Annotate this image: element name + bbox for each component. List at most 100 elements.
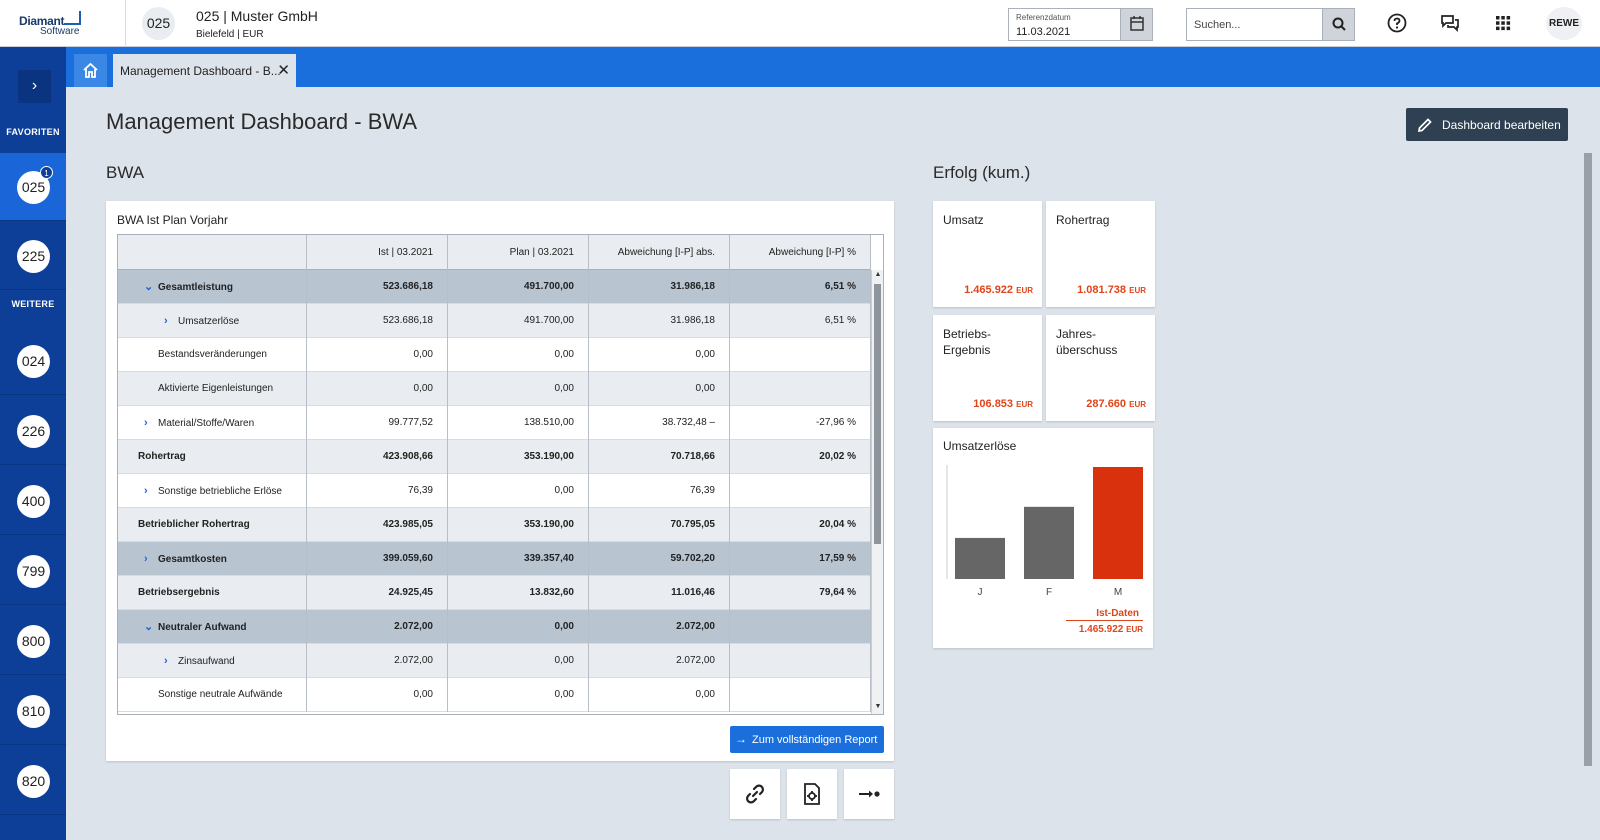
table-row[interactable]: Betriebsergebnis 24.925,45 13.832,60 11.016… xyxy=(118,576,871,610)
link-button[interactable] xyxy=(730,769,780,819)
table-row[interactable]: › Gesamtkosten 399.059,60 339.357,40 59.702,… xyxy=(118,542,871,576)
row-label-cell: › Sonstige betriebliche Erlöse xyxy=(118,474,307,508)
umsatzerloese-chart-card[interactable]: Umsatzerlöse J F M Ist-Daten 1.465.922 EUR xyxy=(933,428,1153,648)
chevron-right-icon[interactable]: › xyxy=(144,553,148,565)
kpi-value: 106.853 EUR xyxy=(973,398,1033,410)
kpi-value: 287.660 EUR xyxy=(1086,398,1146,410)
client-avatar[interactable]: 025 xyxy=(142,7,175,40)
column-header[interactable]: Ist | 03.2021 xyxy=(307,235,448,270)
row-label: Gesamtleistung xyxy=(158,282,234,293)
row-label-cell: Aktivierte Eigenleistungen xyxy=(118,372,307,406)
value-cell: 0,00 xyxy=(589,678,730,712)
table-row[interactable]: Rohertrag 423.908,66 353.190,00 70.718,66 20… xyxy=(118,440,871,474)
table-row[interactable]: › Umsatzerlöse 523.686,18 491.700,00 31.986,… xyxy=(118,304,871,338)
rail-client-item[interactable]: 799 xyxy=(0,537,66,605)
kpi-tile[interactable]: Rohertrag 1.081.738 EUR xyxy=(1046,201,1155,307)
column-header[interactable]: Plan | 03.2021 xyxy=(448,235,589,270)
row-label: Gesamtkosten xyxy=(158,554,227,565)
rail-client-item[interactable]: 226 xyxy=(0,397,66,465)
bar-F[interactable] xyxy=(1024,506,1074,579)
kpi-tile[interactable]: Umsatz 1.465.922 EUR xyxy=(933,201,1042,307)
table-row[interactable]: › Zinsaufwand 2.072,00 0,00 2.072,00 xyxy=(118,644,871,678)
rail-client-item[interactable]: 025 1 xyxy=(0,153,66,221)
rail-client-item[interactable]: 024 xyxy=(0,327,66,395)
search-icon[interactable] xyxy=(1322,9,1354,40)
edit-dashboard-button[interactable]: Dashboard bearbeiten xyxy=(1406,108,1568,141)
table-row[interactable]: ⌄ Neutraler Aufwand 2.072,00 0,00 2.072,00 xyxy=(118,610,871,644)
user-avatar[interactable]: REWE xyxy=(1546,7,1582,40)
reference-date-label: Referenzdatum xyxy=(1016,13,1071,22)
value-cell xyxy=(730,610,871,644)
value-cell: 0,00 xyxy=(589,372,730,406)
table-row[interactable]: › Sonstige betriebliche Erlöse 76,39 0,00 76… xyxy=(118,474,871,508)
kpi-unit: EUR xyxy=(1129,400,1146,409)
reference-date-value[interactable]: 11.03.2021 xyxy=(1016,26,1071,38)
expand-rail-button[interactable]: › xyxy=(18,70,51,103)
chevron-right-icon[interactable]: › xyxy=(144,417,148,429)
row-label: Betriebsergebnis xyxy=(138,587,220,598)
report-settings-button[interactable] xyxy=(787,769,837,819)
value-cell: 138.510,00 xyxy=(448,406,589,440)
kpi-tile[interactable]: Betriebs- Ergebnis 106.853 EUR xyxy=(933,315,1042,421)
table-row[interactable]: Bestandsveränderungen 0,00 0,00 0,00 xyxy=(118,338,871,372)
scroll-down-icon[interactable]: ▼ xyxy=(874,703,882,710)
rail-client-item[interactable]: 800 xyxy=(0,607,66,675)
help-icon[interactable] xyxy=(1386,12,1408,34)
section-title-erfolg: Erfolg (kum.) xyxy=(933,163,1031,182)
rail-client-item[interactable]: 225 xyxy=(0,222,66,290)
rail-client-item[interactable]: 810 xyxy=(0,677,66,745)
chevron-right-icon[interactable]: › xyxy=(164,655,168,667)
value-cell: 99.777,52 xyxy=(307,406,448,440)
chevron-right-icon[interactable]: › xyxy=(144,485,148,497)
table-row[interactable]: ⌄ Gesamtleistung 523.686,18 491.700,00 31.98… xyxy=(118,270,871,304)
table-row[interactable]: Betrieblicher Rohertrag 423.985,05 353.190… xyxy=(118,508,871,542)
kpi-title: Umsatz xyxy=(943,213,984,227)
table-scrollbar[interactable]: ▲ ▼ xyxy=(871,270,883,714)
connect-button[interactable] xyxy=(844,769,894,819)
close-icon[interactable]: ✕ xyxy=(277,62,290,79)
row-label: Bestandsveränderungen xyxy=(158,349,267,360)
chevron-down-icon[interactable]: ⌄ xyxy=(144,281,154,293)
reference-date-field[interactable]: Referenzdatum 11.03.2021 xyxy=(1008,8,1153,41)
home-tab[interactable] xyxy=(74,54,107,87)
favorites-label: FAVORITEN xyxy=(6,127,60,137)
value-cell: 76,39 xyxy=(307,474,448,508)
page-scrollbar[interactable] xyxy=(1584,153,1592,766)
scroll-up-icon[interactable]: ▲ xyxy=(874,271,882,278)
value-cell: 31.986,18 xyxy=(589,270,730,304)
calendar-icon[interactable] xyxy=(1120,9,1152,40)
full-report-button[interactable]: → Zum vollständigen Report xyxy=(730,726,884,753)
scrollbar-thumb[interactable] xyxy=(874,284,881,544)
row-label-cell: ⌄ Neutraler Aufwand xyxy=(118,610,307,644)
chevron-right-icon[interactable]: › xyxy=(164,315,168,327)
row-label: Neutraler Aufwand xyxy=(158,622,247,633)
rail-client-item[interactable]: 400 xyxy=(0,467,66,535)
kpi-tile[interactable]: Jahres- überschuss 287.660 EUR xyxy=(1046,315,1155,421)
bar-M[interactable] xyxy=(1093,467,1143,579)
diamant-logo[interactable]: Diamant Software xyxy=(0,0,126,47)
value-cell: 0,00 xyxy=(448,338,589,372)
value-cell: 399.059,60 xyxy=(307,542,448,576)
chevron-down-icon[interactable]: ⌄ xyxy=(144,621,154,633)
column-header[interactable]: Abweichung [I-P] abs. xyxy=(589,235,730,270)
rail-client-item[interactable]: 820 xyxy=(0,747,66,815)
value-cell: 59.702,20 xyxy=(589,542,730,576)
table-row[interactable]: Sonstige neutrale Aufwände 0,00 0,00 0,00 xyxy=(118,678,871,712)
chat-icon[interactable] xyxy=(1439,12,1461,34)
table-row[interactable]: Aktivierte Eigenleistungen 0,00 0,00 0,00 xyxy=(118,372,871,406)
bar-J[interactable] xyxy=(955,537,1005,579)
search-input[interactable]: Suchen... xyxy=(1194,19,1241,31)
client-name: 025 | Muster GmbH xyxy=(196,8,318,24)
search-field[interactable]: Suchen... xyxy=(1186,8,1355,41)
arrow-connect-icon xyxy=(859,790,880,798)
column-header[interactable]: Abweichung [I-P] % xyxy=(730,235,871,270)
table-row[interactable]: › Material/Stoffe/Waren 99.777,52 138.510,0… xyxy=(118,406,871,440)
column-header[interactable] xyxy=(118,235,307,270)
apps-grid-icon[interactable] xyxy=(1492,12,1514,34)
bwa-card-title: BWA Ist Plan Vorjahr xyxy=(117,213,228,227)
row-label: Material/Stoffe/Waren xyxy=(158,418,255,429)
value-cell: 13.832,60 xyxy=(448,576,589,610)
link-icon xyxy=(746,784,764,804)
tab-management-dashboard[interactable]: Management Dashboard - B... ✕ xyxy=(113,54,296,87)
